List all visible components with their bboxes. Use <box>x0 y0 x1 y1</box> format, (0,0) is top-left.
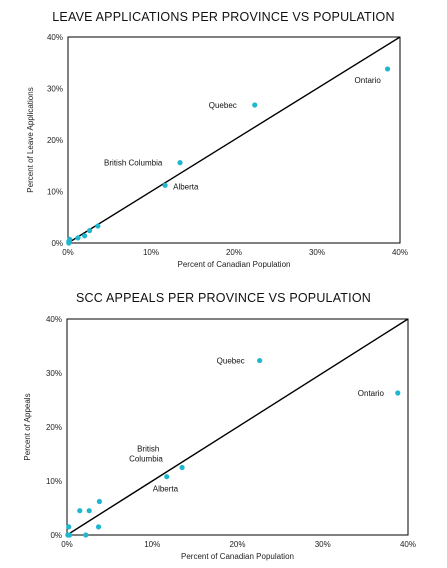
point-label: British Columbia <box>104 159 163 168</box>
data-point <box>164 474 170 480</box>
x-axis-title: Percent of Canadian Population <box>181 552 294 561</box>
data-point <box>75 235 81 241</box>
point-label: Ontario <box>355 76 382 85</box>
data-point <box>77 508 83 514</box>
data-point <box>95 524 102 530</box>
data-point <box>395 390 401 396</box>
point-label-line: Columbia <box>129 455 163 464</box>
data-point <box>95 223 101 229</box>
data-point <box>86 228 93 234</box>
data-point <box>66 240 72 246</box>
x-tick-label: 30% <box>309 248 325 257</box>
y-tick-label: 0% <box>50 531 62 540</box>
y-tick-label: 40% <box>47 33 63 42</box>
point-label: Alberta <box>173 182 199 191</box>
point-label: Quebec <box>217 357 245 366</box>
data-point <box>177 160 183 166</box>
plot-frame <box>67 36 401 244</box>
chart-title: LEAVE APPLICATIONS PER PROVINCE VS POPUL… <box>52 10 395 24</box>
point-label: Alberta <box>153 485 179 494</box>
x-tick-label: 0% <box>61 540 73 549</box>
point-label-line: British <box>137 445 159 454</box>
data-point <box>384 66 391 72</box>
x-axis-title: Percent of Canadian Population <box>178 260 291 269</box>
data-point <box>162 182 168 188</box>
x-tick-label: 30% <box>315 540 331 549</box>
data-point <box>257 357 263 364</box>
x-tick-label: 20% <box>226 248 242 257</box>
point-label: Quebec <box>209 101 237 110</box>
x-tick-label: 10% <box>143 248 159 257</box>
y-tick-label: 10% <box>47 188 63 197</box>
y-axis-title: Percent of Leave Applications <box>26 87 35 192</box>
x-tick-label: 10% <box>144 540 160 549</box>
y-tick-label: 0% <box>51 239 63 248</box>
point-label: British Columbia <box>129 445 163 464</box>
y-tick-label: 20% <box>46 423 62 432</box>
y-axis-title: Percent of Appeals <box>23 393 32 460</box>
x-tick-label: 20% <box>229 540 245 549</box>
point-label: Ontario <box>358 389 385 398</box>
y-tick-label: 20% <box>47 136 63 145</box>
y-tick-label: 10% <box>46 477 62 486</box>
data-point <box>252 102 258 108</box>
data-point <box>65 532 71 538</box>
chart-title: SCC APPEALS PER PROVINCE VS POPULATION <box>76 291 371 305</box>
y-tick-label: 30% <box>47 85 63 94</box>
data-point <box>86 508 92 514</box>
y-tick-label: 40% <box>46 315 62 324</box>
x-tick-label: 40% <box>400 540 416 549</box>
data-point <box>66 524 72 530</box>
x-tick-label: 0% <box>62 248 74 257</box>
data-point <box>83 532 89 538</box>
x-tick-label: 40% <box>392 248 408 257</box>
reference-line-y-equals-x <box>67 36 401 244</box>
data-point <box>82 233 88 239</box>
plot-frame <box>66 318 409 536</box>
y-tick-label: 30% <box>46 369 62 378</box>
data-point <box>96 498 102 505</box>
data-point <box>179 464 185 471</box>
reference-line-y-equals-x <box>66 318 409 536</box>
